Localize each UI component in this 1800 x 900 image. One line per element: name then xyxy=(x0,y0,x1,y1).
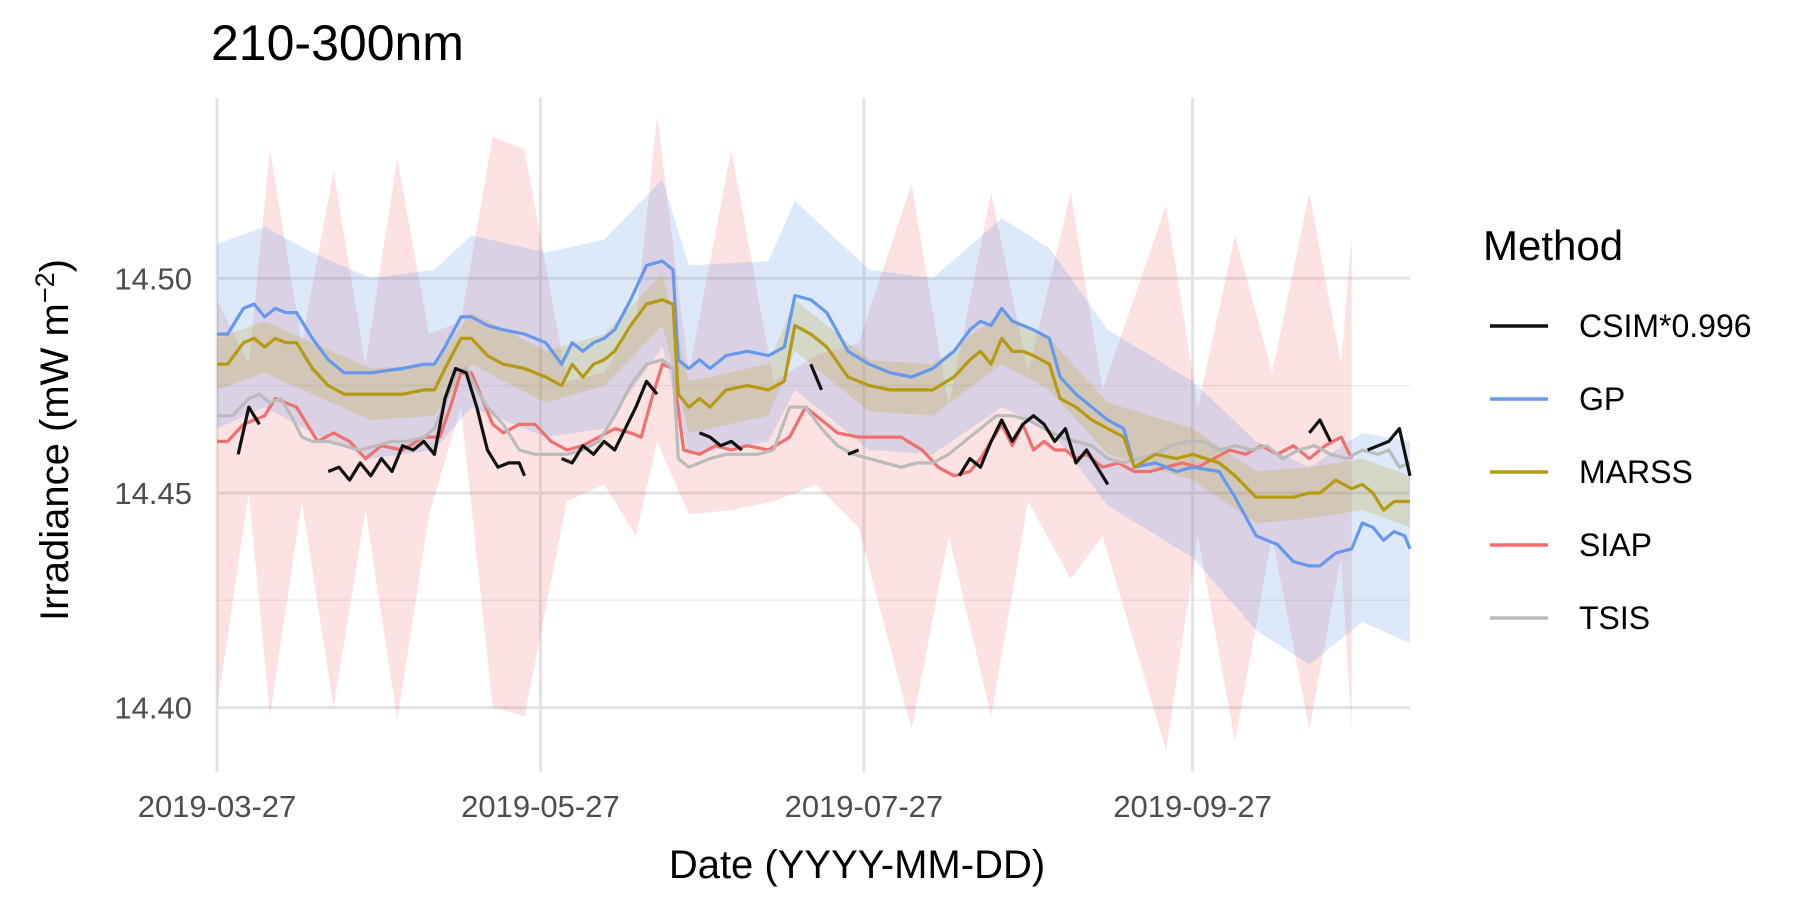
legend-title: Method xyxy=(1483,222,1623,269)
chart-title: 210-300nm xyxy=(211,15,464,71)
y-tick-label: 14.45 xyxy=(114,476,192,511)
series-line-csim-0-996 xyxy=(1366,427,1412,477)
x-tick-label: 2019-03-27 xyxy=(138,789,297,824)
legend-label-siap: SIAP xyxy=(1579,527,1652,563)
y-tick-label: 14.50 xyxy=(114,261,192,296)
y-axis-title-sup: −2 xyxy=(30,272,60,303)
gridlines xyxy=(215,98,1410,772)
y-axis-ticks: 14.40 14.45 14.50 xyxy=(114,261,192,725)
band-siap xyxy=(217,115,1352,751)
series-line-siap xyxy=(217,362,1354,478)
series-line-tsis xyxy=(217,358,1411,469)
series-line-gp xyxy=(217,259,1412,568)
y-tick-label: 14.40 xyxy=(114,691,192,726)
y-axis-title: Irradiance (mW m−2) xyxy=(30,259,77,621)
series-line-csim-0-996 xyxy=(957,414,1110,486)
legend-label-marss: MARSS xyxy=(1579,454,1693,490)
legend-label-gp: GP xyxy=(1579,381,1625,417)
band-gp xyxy=(217,179,1410,665)
series-lines xyxy=(217,259,1412,568)
series-line-csim-0-996 xyxy=(1308,418,1332,443)
series-line-csim-0-996 xyxy=(698,431,743,452)
x-tick-label: 2019-05-27 xyxy=(461,789,620,824)
series-line-csim-0-996 xyxy=(560,379,659,465)
plot-area xyxy=(215,98,1412,772)
x-axis-title: Date (YYYY-MM-DD) xyxy=(669,843,1045,887)
series-line-csim-0-996 xyxy=(236,405,261,455)
confidence-bands xyxy=(217,115,1410,751)
legend: Method CSIM*0.996 GP MARSS SIAP TSIS xyxy=(1483,222,1752,636)
legend-label-tsis: TSIS xyxy=(1579,600,1650,636)
y-axis-title-close: ) xyxy=(33,259,77,272)
x-tick-label: 2019-07-27 xyxy=(785,789,944,824)
series-line-csim-0-996 xyxy=(809,363,823,391)
series-line-marss xyxy=(217,298,1410,512)
x-axis-ticks: 2019-03-27 2019-05-27 2019-07-27 2019-09-27 xyxy=(138,789,1272,824)
legend-items: CSIM*0.996 GP MARSS SIAP TSIS xyxy=(1490,308,1752,636)
y-axis-title-main: Irradiance (mW m xyxy=(33,303,77,621)
legend-label-csim-0-996: CSIM*0.996 xyxy=(1579,308,1752,344)
series-line-csim-0-996 xyxy=(327,366,526,482)
series-line-csim-0-996 xyxy=(847,448,860,456)
x-tick-label: 2019-09-27 xyxy=(1113,789,1272,824)
band-marss xyxy=(217,274,1410,528)
